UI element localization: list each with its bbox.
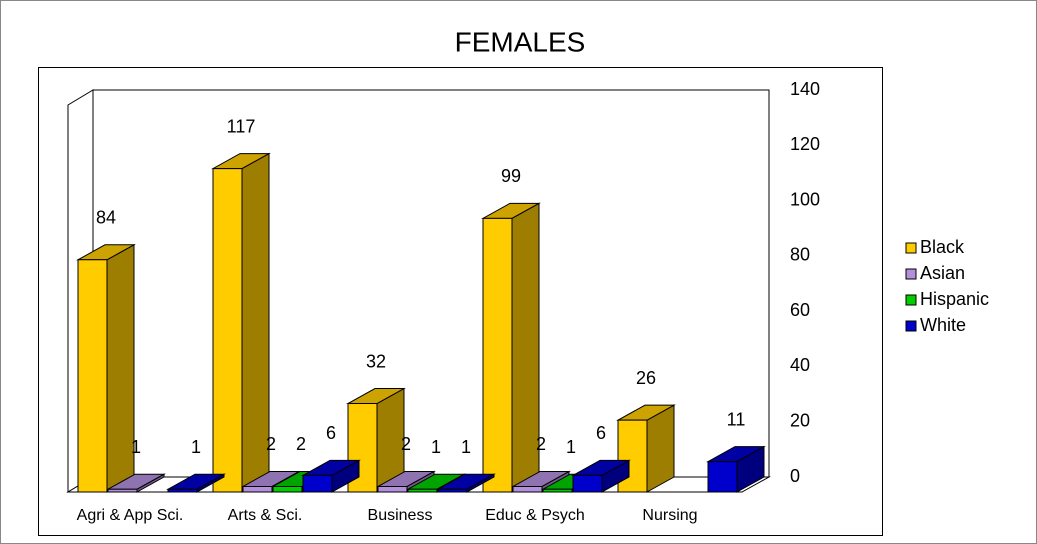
x-tick-label: Educ & Psych — [485, 507, 585, 524]
bar — [166, 473, 226, 493]
bar — [481, 202, 541, 493]
legend-label: White — [920, 315, 966, 335]
bar-front — [77, 259, 108, 493]
value-label: 2 — [266, 434, 276, 454]
bar — [106, 473, 166, 493]
legend-label: Hispanic — [920, 289, 989, 309]
y-tick-label: 60 — [790, 300, 810, 320]
legend-swatch — [905, 242, 917, 254]
bar-front — [377, 485, 408, 493]
bar-front — [272, 485, 303, 493]
value-label: 1 — [131, 437, 141, 457]
bar-front — [302, 474, 333, 493]
bar-side — [106, 243, 135, 493]
x-tick-label: Nursing — [642, 507, 697, 524]
bar — [211, 152, 271, 493]
value-label: 6 — [596, 423, 606, 443]
value-label: 99 — [501, 166, 521, 186]
legend-label: Asian — [920, 263, 965, 283]
value-label: 26 — [636, 368, 656, 388]
value-label: 32 — [366, 351, 386, 371]
legend-swatch — [905, 268, 917, 280]
x-tick-label: Arts & Sci. — [228, 507, 303, 524]
bar-front — [542, 488, 573, 493]
x-tick-label: Agri & App Sci. — [77, 507, 184, 524]
bar — [571, 459, 631, 493]
bar-front — [167, 488, 198, 493]
value-label: 1 — [566, 437, 576, 457]
bar — [706, 445, 766, 493]
bar-front — [482, 217, 513, 493]
bar — [301, 459, 361, 493]
bar-side — [511, 202, 540, 493]
legend-swatch — [905, 320, 917, 332]
bar — [76, 243, 136, 493]
y-tick-label: 80 — [790, 245, 810, 265]
bar — [616, 404, 676, 493]
bar-side — [241, 152, 270, 493]
value-label: 117 — [227, 116, 256, 136]
legend-label: Black — [920, 237, 965, 257]
value-label: 2 — [536, 434, 546, 454]
bar-front — [437, 488, 468, 493]
chart-title: FEMALES — [455, 26, 586, 57]
bar-front — [707, 461, 738, 493]
bar-front — [212, 168, 243, 493]
y-tick-label: 40 — [790, 355, 810, 375]
value-label: 11 — [727, 409, 746, 429]
value-label: 6 — [326, 423, 336, 443]
value-label: 1 — [191, 437, 201, 457]
y-tick-label: 100 — [790, 189, 820, 209]
value-label: 2 — [401, 434, 411, 454]
value-label: 1 — [431, 437, 441, 457]
y-tick-label: 120 — [790, 134, 820, 154]
bar — [436, 473, 496, 493]
bar-front — [572, 474, 603, 493]
bar-front — [407, 488, 438, 493]
y-tick-label: 20 — [790, 410, 810, 430]
value-label: 1 — [461, 437, 471, 457]
value-label: 2 — [296, 434, 306, 454]
bar-front — [512, 485, 543, 493]
x-tick-label: Business — [368, 507, 433, 524]
y-tick-label: 0 — [790, 466, 800, 486]
value-label: 84 — [96, 208, 116, 228]
y-tick-label: 140 — [790, 79, 820, 99]
bar-front — [242, 485, 273, 493]
bar-front — [107, 488, 138, 493]
legend-swatch — [905, 294, 917, 306]
